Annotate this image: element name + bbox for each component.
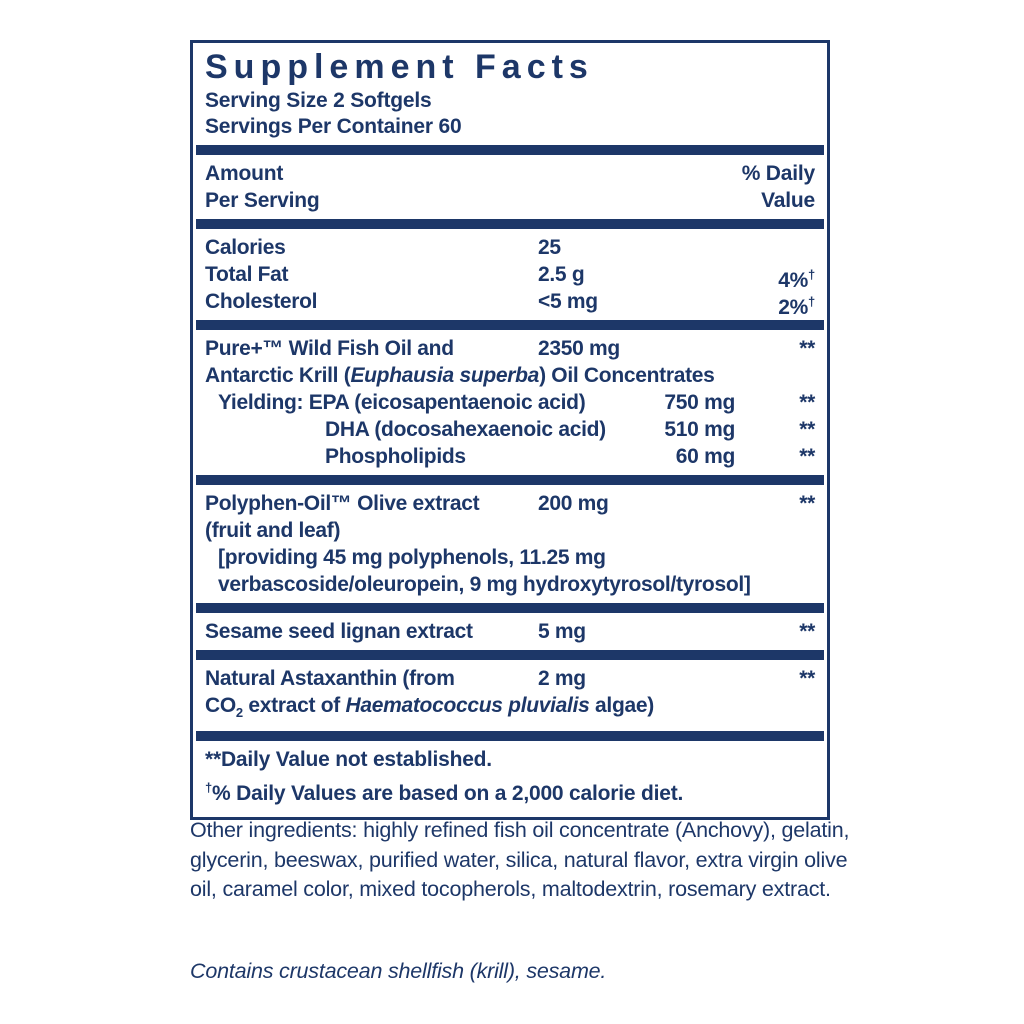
servings-per-container-line: Servings Per Container 60 xyxy=(205,115,462,138)
column-headers-section: Amount Per Serving % Daily Value xyxy=(193,160,827,214)
divider-bar xyxy=(196,475,824,485)
supplement-facts-panel: Supplement Facts Serving Size 2 Softgels… xyxy=(190,40,830,821)
allergen-statement: Contains crustacean shellfish (krill), s… xyxy=(190,959,607,983)
percent-daily-value-header: % Daily Value xyxy=(741,162,816,212)
polyphen-fruit-leaf-line: (fruit and leaf) xyxy=(205,519,341,542)
astaxanthin-continuation-line: CO2 extract of Haematococcus pluvialis a… xyxy=(205,694,654,721)
nutrient-daily-value: ** xyxy=(799,445,815,468)
polyphen-providing-line: [providing 45 mg polyphenols, 11.25 mg xyxy=(218,546,606,569)
nutrient-label: Calories xyxy=(205,236,286,259)
fish-oil-continuation-line: Antarctic Krill (Euphausia superba) Oil … xyxy=(205,364,715,387)
divider-bar xyxy=(196,219,824,229)
species-name: Euphausia superba xyxy=(350,364,540,387)
divider-bar xyxy=(196,603,824,613)
footnotes-section: **Daily Value not established. †% Daily … xyxy=(193,746,827,817)
nutrient-amount: 5 mg xyxy=(538,620,586,643)
nutrient-daily-value: 4%† xyxy=(778,267,815,292)
divider-bar xyxy=(196,650,824,660)
species-name: Haematococcus pluvialis xyxy=(345,694,590,717)
table-row-epa: Yielding: EPA (eicosapentaenoic acid) 75… xyxy=(205,389,815,416)
table-row-dha: DHA (docosahexaenoic acid) 510 mg ** xyxy=(205,416,815,443)
nutrient-label: Sesame seed lignan extract xyxy=(205,620,473,643)
table-row-phospholipids: Phospholipids 60 mg ** xyxy=(205,443,815,470)
fish-oil-section: Pure+™ Wild Fish Oil and 2350 mg ** Anta… xyxy=(193,335,827,470)
dagger-mark: † xyxy=(808,267,815,282)
nutrient-daily-value: ** xyxy=(799,667,815,690)
nutrient-amount: 2350 mg xyxy=(538,337,620,360)
table-row-calories: Calories 25 xyxy=(205,234,815,261)
divider-bar xyxy=(196,145,824,155)
nutrient-label: Cholesterol xyxy=(205,290,318,313)
nutrient-amount: 2 mg xyxy=(538,667,586,690)
nutrient-amount: 200 mg xyxy=(538,492,609,515)
table-row-fish-oil: Pure+™ Wild Fish Oil and 2350 mg ** xyxy=(205,335,815,362)
nutrient-amount: 25 xyxy=(538,236,561,259)
nutrient-daily-value: ** xyxy=(799,418,815,441)
table-row-astaxanthin: Natural Astaxanthin (from 2 mg ** xyxy=(205,665,815,692)
nutrient-daily-value: ** xyxy=(799,337,815,360)
nutrient-daily-value: ** xyxy=(799,492,815,515)
dagger-mark: † xyxy=(205,780,213,796)
macros-section: Calories 25 Total Fat 2.5 g 4%† Choleste… xyxy=(193,234,827,319)
polyphen-oil-section: Polyphen-Oil™ Olive extract 200 mg ** (f… xyxy=(193,490,827,598)
nutrient-label: Natural Astaxanthin (from xyxy=(205,667,455,690)
nutrient-label: EPA (eicosapentaenoic acid) xyxy=(308,391,586,414)
nutrient-label: DHA (docosahexaenoic acid) xyxy=(325,418,606,441)
nutrient-amount: <5 mg xyxy=(538,290,598,313)
calorie-diet-footnote: †% Daily Values are based on a 2,000 cal… xyxy=(205,780,684,806)
yielding-prefix: Yielding: xyxy=(218,391,309,414)
table-row-polyphen-oil: Polyphen-Oil™ Olive extract 200 mg ** xyxy=(205,490,815,517)
sesame-section: Sesame seed lignan extract 5 mg ** xyxy=(193,618,827,645)
nutrient-label: Phospholipids xyxy=(325,445,466,468)
panel-title: Supplement Facts xyxy=(205,48,594,86)
polyphen-verbascoside-line: verbascoside/oleuropein, 9 mg hydroxytyr… xyxy=(218,573,751,596)
divider-bar xyxy=(196,731,824,742)
table-row-total-fat: Total Fat 2.5 g 4%† xyxy=(205,261,815,292)
nutrient-amount: 510 mg xyxy=(664,418,735,441)
panel-header-section: Supplement Facts Serving Size 2 Softgels… xyxy=(193,46,827,140)
dagger-mark: † xyxy=(808,294,815,309)
subscript-2: 2 xyxy=(235,705,243,721)
nutrient-daily-value: ** xyxy=(799,391,815,414)
nutrient-label: Polyphen-Oil™ Olive extract xyxy=(205,492,480,515)
nutrient-daily-value: 2%† xyxy=(778,294,815,319)
table-row-sesame: Sesame seed lignan extract 5 mg ** xyxy=(205,618,815,645)
other-ingredients-paragraph: Other ingredients: highly refined fish o… xyxy=(190,818,850,901)
divider-bar xyxy=(196,320,824,330)
nutrient-label: Pure+™ Wild Fish Oil and xyxy=(205,337,454,360)
serving-size-line: Serving Size 2 Softgels xyxy=(205,89,432,112)
astaxanthin-section: Natural Astaxanthin (from 2 mg ** CO2 ex… xyxy=(193,665,827,726)
nutrient-amount: 750 mg xyxy=(664,391,735,414)
nutrient-daily-value: ** xyxy=(799,620,815,643)
nutrient-amount: 2.5 g xyxy=(538,263,585,286)
nutrient-label: Total Fat xyxy=(205,263,289,286)
table-row-cholesterol: Cholesterol <5 mg 2%† xyxy=(205,288,815,319)
amount-per-serving-header: Amount Per Serving xyxy=(205,162,320,212)
daily-value-footnote: **Daily Value not established. xyxy=(205,748,492,772)
nutrient-amount: 60 mg xyxy=(675,445,736,468)
